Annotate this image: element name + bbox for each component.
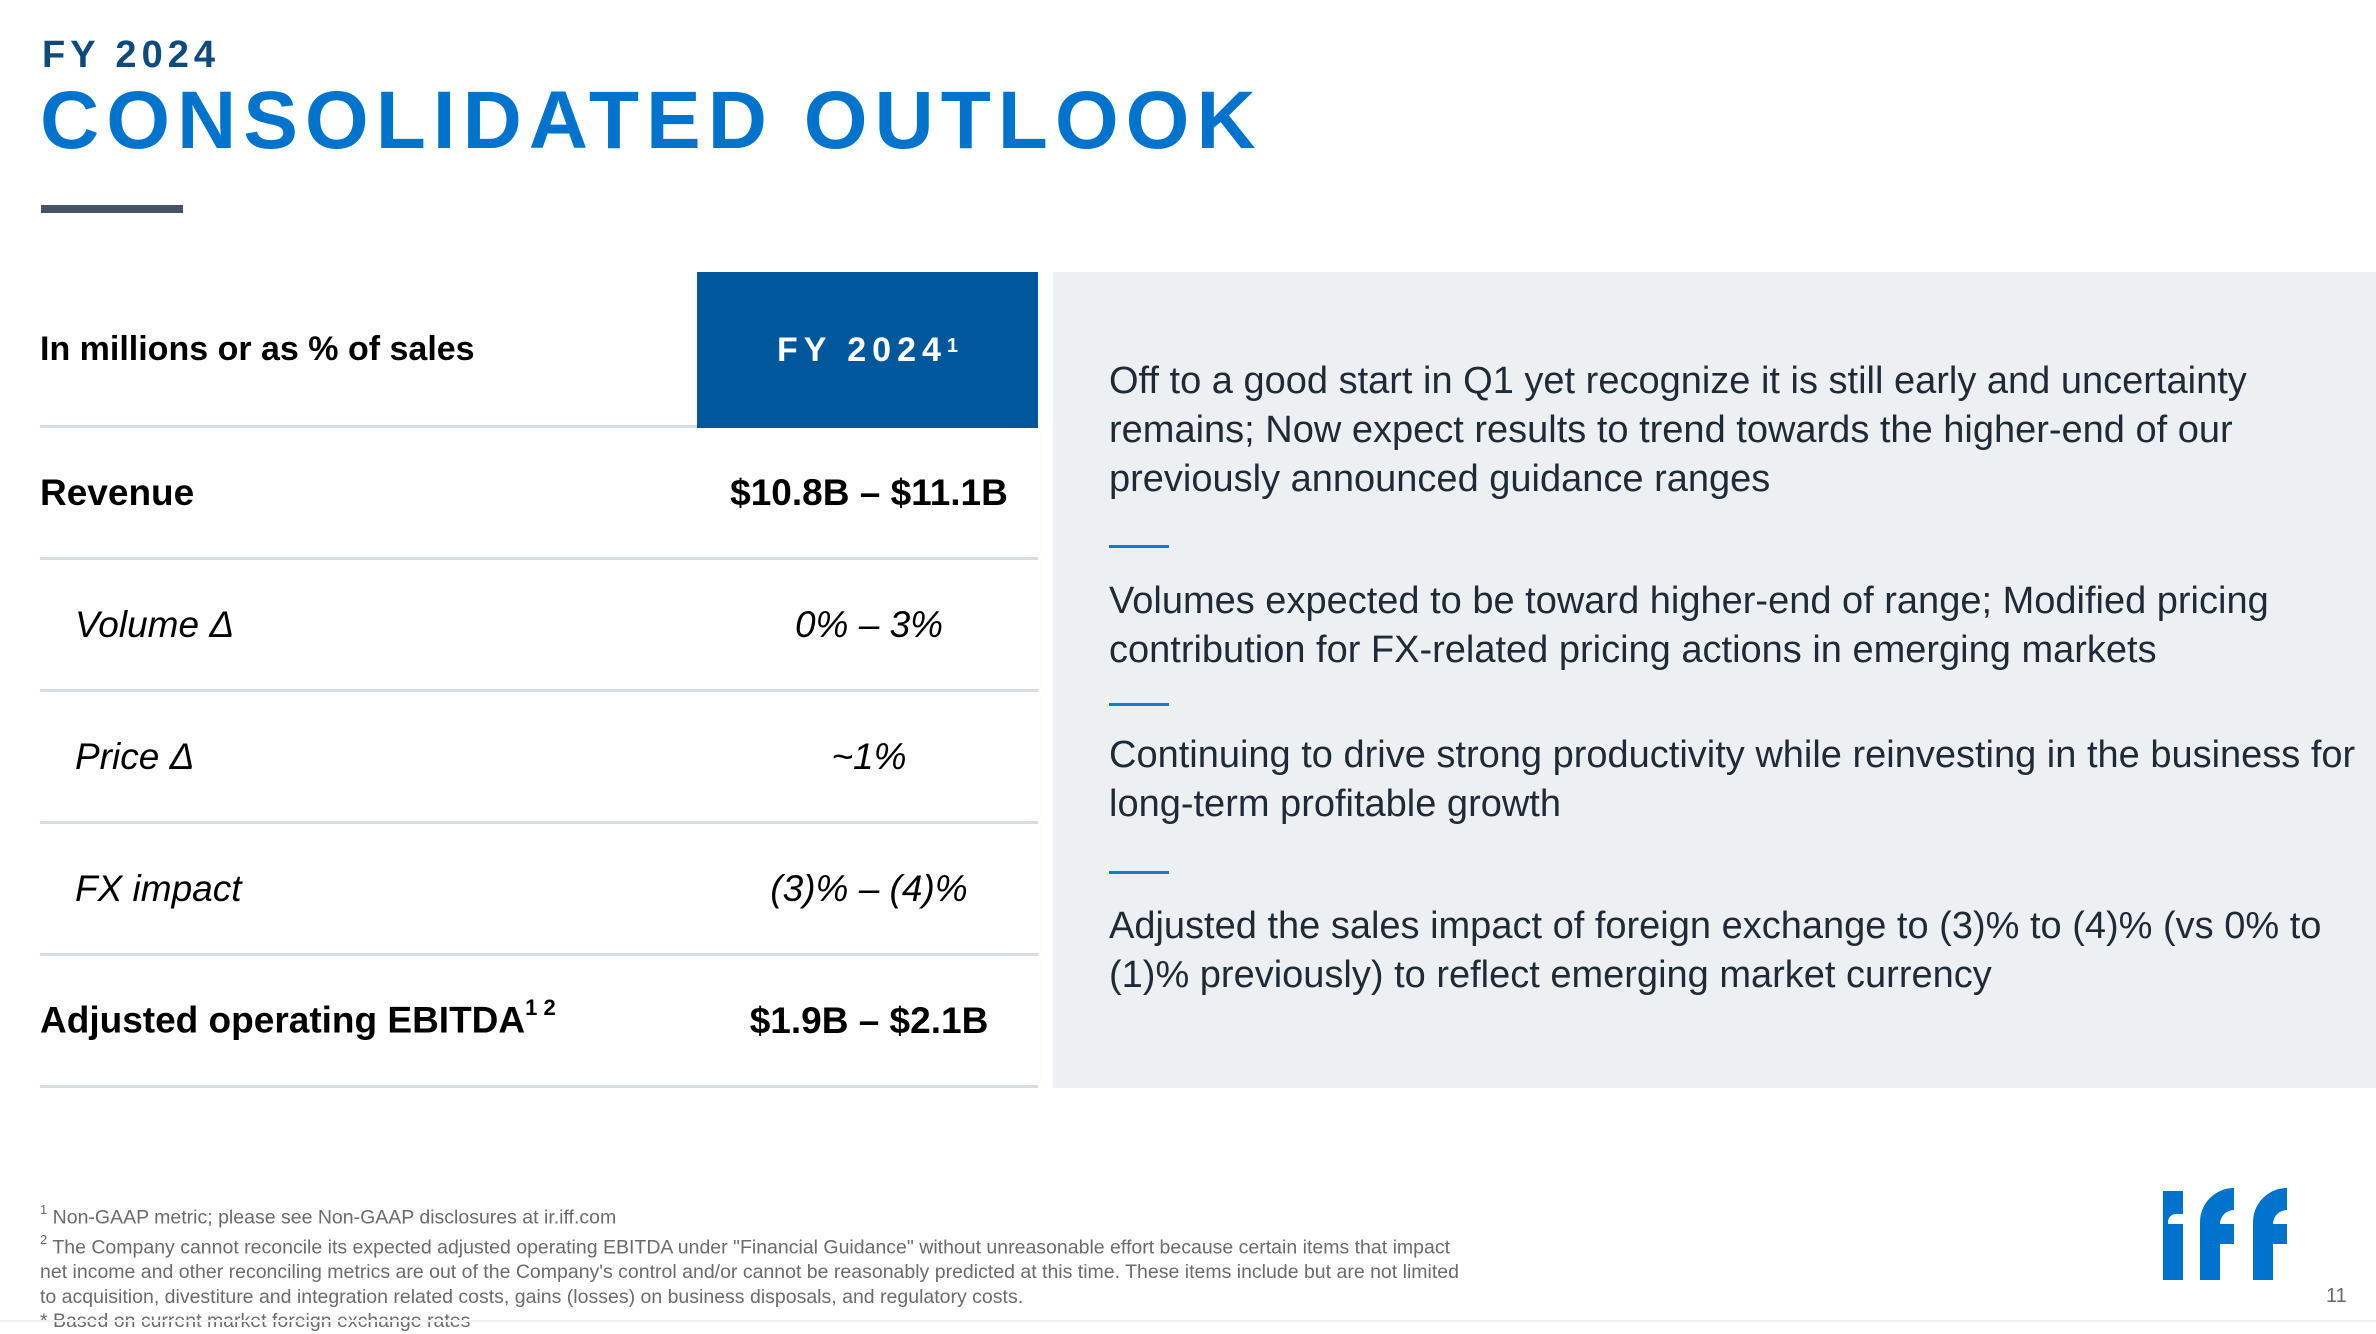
footnote-2: 2 The Company cannot reconcile its expec… <box>40 1230 1480 1309</box>
footnote-1: 1 Non-GAAP metric; please see Non-GAAP d… <box>40 1200 1480 1230</box>
row-label: Adjusted operating EBITDA1 2 <box>40 995 700 1041</box>
row-value: 0% – 3% <box>794 603 944 645</box>
slide-subtitle: FY 2024 <box>42 34 220 76</box>
bottom-divider <box>0 1320 2376 1322</box>
commentary-separator <box>1109 703 1169 706</box>
row-value: ~1% <box>831 735 907 777</box>
title-underline <box>41 205 183 213</box>
row-value: $10.8B – $11.1B <box>730 471 1008 513</box>
table-header: In millions or as % of sales FY 2024 1 <box>40 272 1038 428</box>
row-label: Revenue <box>40 472 700 514</box>
row-label-text: FX impact <box>75 867 242 909</box>
table-row-price: Price Δ ~1% <box>40 692 1038 824</box>
row-label: FX impact <box>40 868 700 910</box>
row-label-text: Revenue <box>40 471 195 513</box>
commentary-panel: Off to a good start in Q1 yet recognize … <box>1053 272 2376 1088</box>
column-header-footnote: 1 <box>946 334 959 357</box>
row-label-footnotes: 1 2 <box>525 995 556 1021</box>
column-header-fy2024: FY 2024 1 <box>697 272 1038 428</box>
footnote-marker: 2 <box>40 1232 48 1247</box>
row-label: Volume Δ <box>40 604 700 646</box>
table-row-volume: Volume Δ 0% – 3% <box>40 560 1038 692</box>
table-row-adjusted-ebitda: Adjusted operating EBITDA1 2 $1.9B – $2.… <box>40 956 1038 1088</box>
iff-logo-icon <box>2163 1188 2287 1280</box>
slide-title: CONSOLIDATED OUTLOOK <box>40 75 1263 166</box>
commentary-point: Off to a good start in Q1 yet recognize … <box>1109 360 2247 500</box>
commentary-separator <box>1109 545 1169 548</box>
commentary-separator <box>1109 871 1169 874</box>
footnote-text: The Company cannot reconcile its expecte… <box>40 1236 1459 1308</box>
commentary-point: Adjusted the sales impact of foreign exc… <box>1109 905 2322 996</box>
footnote-marker: 1 <box>40 1202 48 1217</box>
commentary-point: Continuing to drive strong productivity … <box>1109 734 2356 825</box>
table-header-label: In millions or as % of sales <box>40 330 475 368</box>
page-number: 11 <box>2326 1285 2347 1307</box>
row-value: (3)% – (4)% <box>770 867 968 909</box>
footnotes: 1 Non-GAAP metric; please see Non-GAAP d… <box>40 1200 1480 1334</box>
commentary-point: Volumes expected to be toward higher-end… <box>1109 580 2269 671</box>
row-value: $1.9B – $2.1B <box>749 999 989 1041</box>
row-label-text: Price Δ <box>75 735 195 777</box>
row-label-text: Volume Δ <box>75 603 235 645</box>
outlook-table: In millions or as % of sales FY 2024 1 Re… <box>40 272 1038 1088</box>
row-label: Price Δ <box>40 736 700 778</box>
footnote-text: Non-GAAP metric; please see Non-GAAP dis… <box>52 1206 617 1229</box>
table-row-revenue: Revenue $10.8B – $11.1B <box>40 428 1038 560</box>
table-row-fx-impact: FX impact (3)% – (4)% <box>40 824 1038 956</box>
row-label-text: Adjusted operating EBITDA <box>40 999 526 1041</box>
column-header-text: FY 2024 <box>776 330 947 369</box>
